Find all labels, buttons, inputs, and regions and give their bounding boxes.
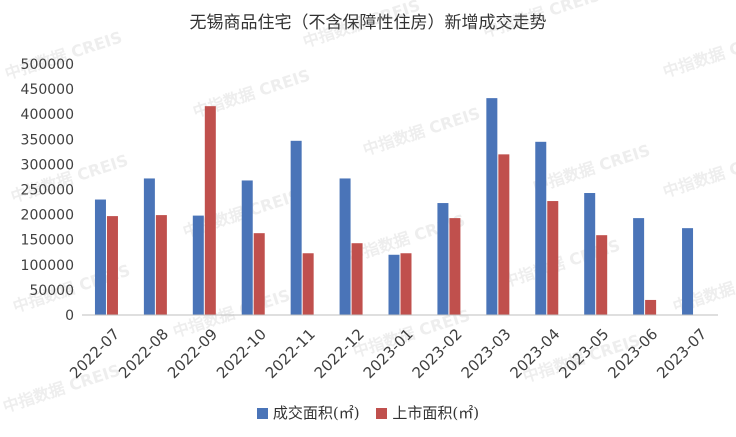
x-tick-label: 2022-07 bbox=[66, 325, 123, 382]
bar-deal-area bbox=[290, 140, 302, 315]
bar-deal-area bbox=[633, 218, 645, 315]
bar-deal-area bbox=[192, 215, 204, 315]
x-tick-label: 2022-10 bbox=[213, 325, 270, 382]
bar-listed-area bbox=[498, 154, 510, 315]
bars bbox=[94, 98, 694, 315]
y-axis-labels: 0 50000 100000 150000 200000 250000 300000 3500… bbox=[21, 57, 74, 324]
bar-listed-area bbox=[449, 218, 461, 315]
legend-item-deal-area: 成交面积(㎡) bbox=[256, 402, 360, 423]
x-tick-label: 2023-07 bbox=[653, 325, 710, 382]
x-tick-label: 2023-06 bbox=[604, 325, 661, 382]
bar-listed-area bbox=[204, 106, 216, 315]
y-tick-label: 300000 bbox=[21, 157, 74, 173]
bar-deal-area bbox=[584, 193, 596, 315]
x-axis-labels: 2022-072022-082022-092022-102022-112022-… bbox=[66, 325, 710, 382]
bar-listed-area bbox=[547, 201, 559, 315]
legend-label-listed-area: 上市面积(㎡) bbox=[392, 404, 480, 422]
x-tick-label: 2022-09 bbox=[164, 325, 221, 382]
bar-deal-area bbox=[143, 178, 155, 315]
bar-listed-area bbox=[645, 299, 657, 315]
bar-listed-area bbox=[351, 243, 363, 315]
bar-deal-area bbox=[388, 254, 400, 315]
x-tick-label: 2023-01 bbox=[360, 325, 417, 382]
y-tick-label: 200000 bbox=[21, 208, 74, 224]
bar-listed-area bbox=[155, 215, 167, 315]
bar-listed-area bbox=[106, 216, 118, 315]
legend: 成交面积(㎡) 上市面积(㎡) bbox=[0, 402, 736, 423]
bar-deal-area bbox=[437, 203, 449, 315]
y-tick-label: 50000 bbox=[29, 283, 74, 299]
legend-item-listed-area: 上市面积(㎡) bbox=[376, 402, 479, 423]
bar-listed-area bbox=[253, 233, 265, 315]
y-tick-label: 250000 bbox=[21, 183, 74, 199]
x-tick-label: 2022-08 bbox=[115, 325, 172, 382]
bar-listed-area bbox=[400, 253, 412, 315]
x-tick-label: 2022-12 bbox=[311, 325, 368, 382]
chart-title: 无锡商品住宅（不含保障性住房）新增成交走势 bbox=[189, 13, 547, 33]
bar-deal-area bbox=[682, 228, 694, 315]
y-tick-label: 400000 bbox=[21, 107, 74, 123]
x-tick-label: 2023-02 bbox=[409, 325, 466, 382]
bar-listed-area bbox=[302, 253, 314, 315]
x-tick-label: 2023-03 bbox=[458, 325, 515, 382]
bar-deal-area bbox=[535, 141, 547, 315]
y-tick-label: 100000 bbox=[21, 258, 74, 274]
x-tick-label: 2022-11 bbox=[262, 325, 319, 382]
bar-deal-area bbox=[241, 180, 253, 315]
y-tick-label: 450000 bbox=[21, 82, 74, 98]
bar-deal-area bbox=[339, 178, 351, 315]
x-tick-label: 2023-05 bbox=[555, 325, 612, 382]
legend-swatch-listed-area bbox=[376, 408, 388, 419]
y-tick-label: 150000 bbox=[21, 233, 74, 249]
x-tick-label: 2023-04 bbox=[506, 325, 563, 382]
legend-label-deal-area: 成交面积(㎡) bbox=[272, 404, 360, 422]
y-tick-label: 500000 bbox=[21, 57, 74, 73]
y-tick-label: 350000 bbox=[21, 132, 74, 148]
y-tick-label: 0 bbox=[65, 308, 74, 324]
bar-listed-area bbox=[596, 235, 608, 315]
bar-deal-area bbox=[486, 98, 498, 315]
legend-swatch-deal-area bbox=[256, 408, 268, 419]
bar-deal-area bbox=[94, 199, 106, 315]
